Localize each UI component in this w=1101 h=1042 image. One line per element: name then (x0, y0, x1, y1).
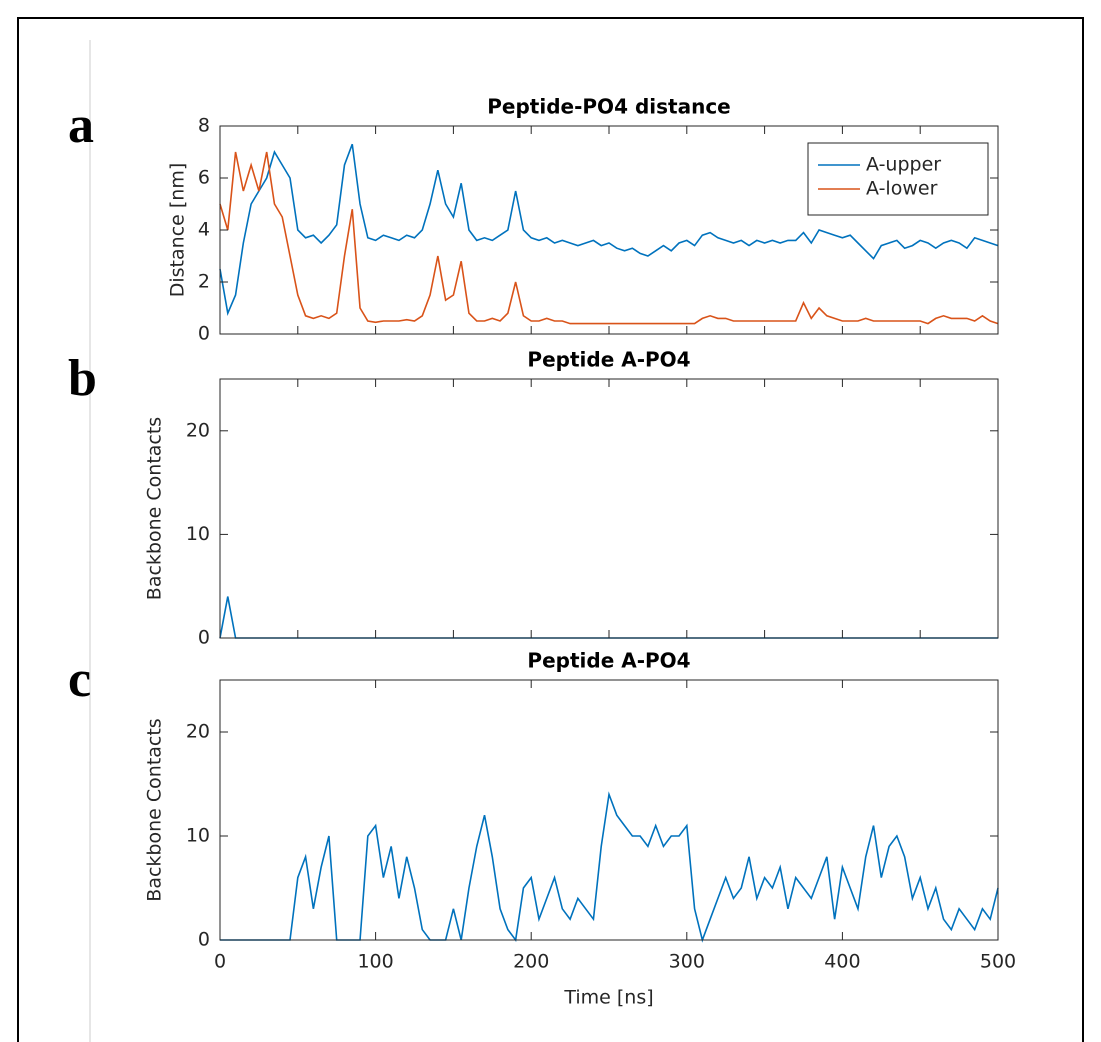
y-tick-label: 4 (198, 219, 210, 241)
axes-box (219, 378, 999, 639)
legend-box (807, 142, 989, 216)
panel-label: c (68, 651, 91, 708)
series-line (219, 143, 999, 316)
series-line (219, 151, 999, 325)
frame (17, 17, 1084, 1042)
axes-box (219, 679, 999, 941)
chart-title: Peptide-PO4 distance (487, 95, 730, 119)
x-tick-label: 100 (357, 951, 393, 973)
y-axis-label: Distance [nm] (167, 163, 189, 298)
x-tick-label: 500 (980, 951, 1016, 973)
x-tick-label: 300 (669, 951, 705, 973)
y-tick-label: 10 (186, 825, 210, 847)
y-tick-label: 6 (198, 167, 210, 189)
y-tick-label: 0 (198, 627, 210, 649)
y-axis-label: Backbone Contacts (144, 417, 166, 600)
chart-title: Peptide A-PO4 (527, 649, 690, 673)
y-tick-label: 10 (186, 523, 210, 545)
x-tick-label: 400 (824, 951, 860, 973)
panel-label: b (68, 350, 97, 407)
x-axis-label: Time [ns] (563, 987, 653, 1009)
y-tick-label: 20 (186, 419, 210, 441)
panel-label: a (68, 97, 94, 154)
chart-title: Peptide A-PO4 (527, 348, 690, 372)
legend-label: A-lower (866, 178, 938, 200)
x-tick-label: 200 (513, 951, 549, 973)
x-tick-label: 0 (214, 951, 226, 973)
y-tick-label: 20 (186, 721, 210, 743)
y-axis-label: Backbone Contacts (144, 718, 166, 901)
series-line (220, 791, 999, 943)
y-tick-label: 2 (198, 271, 210, 293)
legend-label: A-upper (866, 154, 941, 176)
y-tick-label: 8 (198, 115, 210, 137)
y-tick-label: 0 (198, 929, 210, 951)
y-tick-label: 0 (198, 323, 210, 345)
